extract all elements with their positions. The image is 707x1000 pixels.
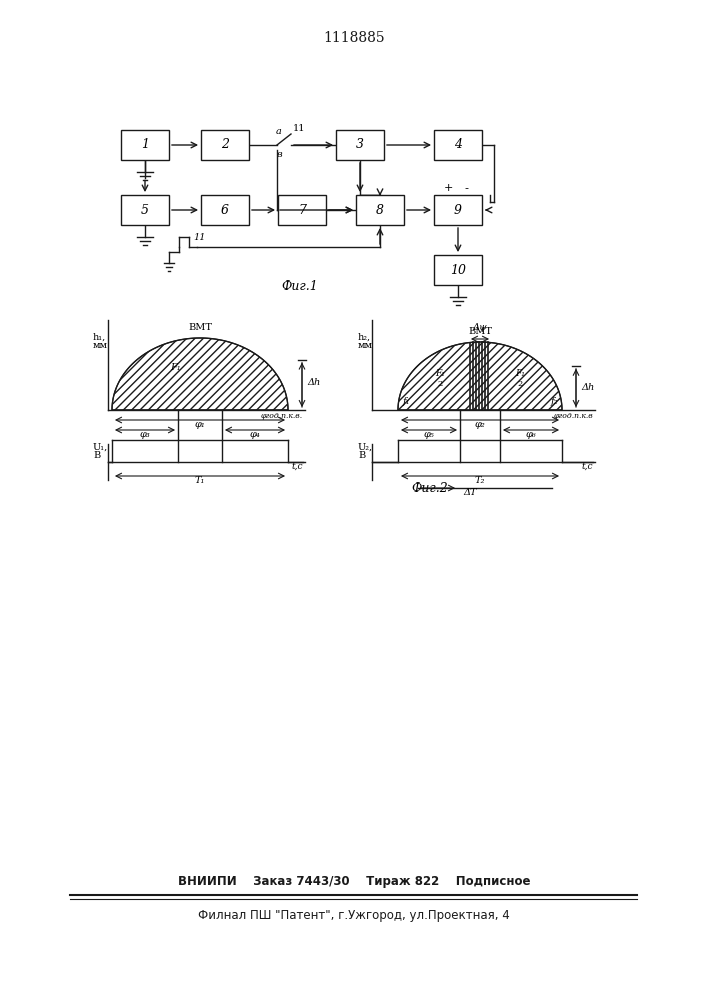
Text: 2: 2 [221, 138, 229, 151]
Text: 9: 9 [454, 204, 462, 217]
Text: 5: 5 [141, 204, 149, 217]
Text: F₁: F₁ [170, 363, 180, 372]
Text: 11: 11 [193, 233, 206, 242]
Text: -: - [464, 183, 468, 193]
Text: ВНИИПИ    Заказ 7443/30    Тираж 822    Подписное: ВНИИПИ Заказ 7443/30 Тираж 822 Подписное [177, 874, 530, 888]
Text: 11: 11 [293, 124, 305, 133]
Text: В: В [93, 451, 100, 460]
Polygon shape [398, 342, 562, 410]
Text: в: в [276, 150, 282, 159]
Text: Δψ: Δψ [473, 323, 487, 332]
Text: φгод.п.к.в: φгод.п.к.в [554, 412, 593, 420]
Bar [434, 195, 482, 225]
Text: Фиг.2: Фиг.2 [411, 482, 448, 495]
Text: U₂,: U₂, [358, 443, 373, 452]
Text: U₁,: U₁, [93, 443, 108, 452]
Text: 1118885: 1118885 [323, 31, 385, 45]
Text: 2: 2 [518, 380, 522, 388]
Text: F₁: F₁ [515, 369, 525, 378]
Polygon shape [112, 338, 288, 410]
Text: f₁: f₁ [402, 397, 410, 406]
Text: φ₃: φ₃ [139, 430, 151, 439]
Text: φ₁: φ₁ [194, 420, 205, 429]
Text: t,c: t,c [291, 462, 303, 471]
Text: φгод.п.к.в.: φгод.п.к.в. [261, 412, 303, 420]
Text: h₁,: h₁, [93, 333, 106, 342]
Text: 2: 2 [438, 380, 443, 388]
Bar [201, 130, 249, 160]
Text: 10: 10 [450, 263, 466, 276]
Text: F₁: F₁ [435, 369, 445, 378]
Text: мм: мм [358, 341, 373, 350]
Bar [278, 195, 326, 225]
Text: ΔT: ΔT [463, 488, 477, 497]
Text: В: В [358, 451, 366, 460]
Text: T₂: T₂ [475, 476, 485, 485]
Text: 7: 7 [298, 204, 306, 217]
Text: Филнал ПШ "Патент", г.Ужгород, ул.Проектная, 4: Филнал ПШ "Патент", г.Ужгород, ул.Проект… [198, 910, 510, 922]
Text: φ₄: φ₄ [250, 430, 260, 439]
Text: φ₅: φ₅ [423, 430, 434, 439]
Bar [121, 130, 169, 160]
Text: t,c: t,c [581, 462, 593, 471]
Bar [121, 195, 169, 225]
Text: 8: 8 [376, 204, 384, 217]
Bar [434, 130, 482, 160]
Text: T₁: T₁ [195, 476, 205, 485]
Text: Δh: Δh [581, 383, 595, 392]
Bar [434, 255, 482, 285]
Text: φ₂: φ₂ [474, 420, 486, 429]
Bar [336, 130, 384, 160]
Text: 1: 1 [141, 138, 149, 151]
Text: φ₆: φ₆ [525, 430, 537, 439]
Bar [201, 195, 249, 225]
Text: мм: мм [93, 341, 108, 350]
Text: 6: 6 [221, 204, 229, 217]
Text: +: + [443, 183, 452, 193]
Text: f₂: f₂ [550, 397, 558, 406]
Text: Δh: Δh [307, 378, 320, 387]
Text: ВМТ: ВМТ [468, 327, 492, 336]
Text: ВМТ: ВМТ [188, 323, 212, 332]
Text: а: а [276, 127, 282, 136]
Text: 3: 3 [356, 138, 364, 151]
Text: 4: 4 [454, 138, 462, 151]
Bar [356, 195, 404, 225]
Text: h₂,: h₂, [358, 333, 371, 342]
Text: Фиг.1: Фиг.1 [281, 280, 318, 293]
